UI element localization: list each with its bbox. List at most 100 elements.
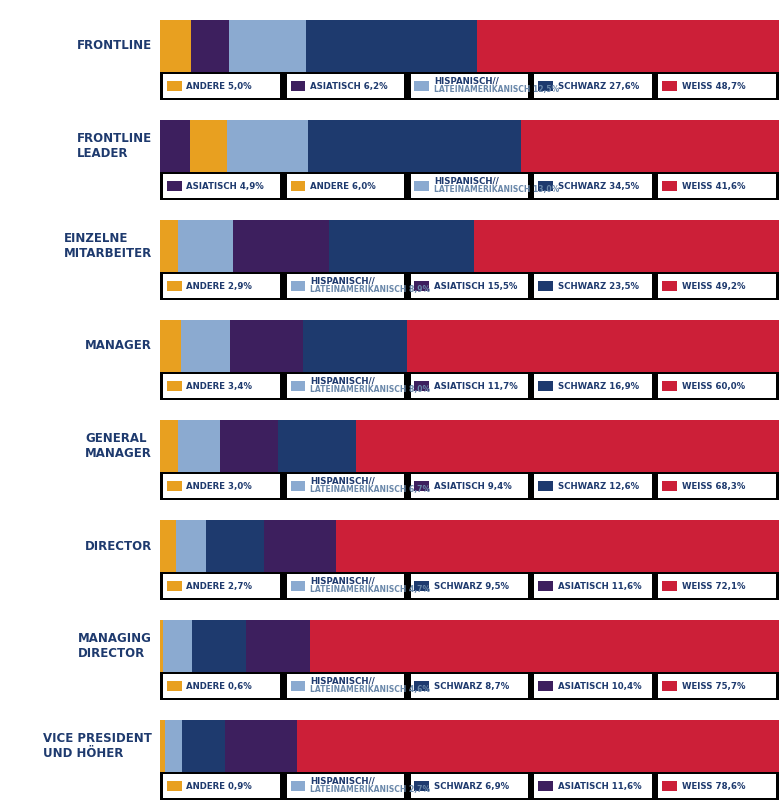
Bar xyxy=(287,174,404,198)
Bar xyxy=(538,581,553,591)
Bar xyxy=(534,774,652,798)
Bar xyxy=(160,720,779,800)
Text: ANDERE 3,4%: ANDERE 3,4% xyxy=(186,382,252,390)
Bar xyxy=(414,381,429,391)
Text: MANAGING
DIRECTOR: MANAGING DIRECTOR xyxy=(78,632,152,660)
Text: SCHWARZ 6,9%: SCHWARZ 6,9% xyxy=(434,782,509,790)
Bar xyxy=(160,20,779,100)
Bar xyxy=(414,581,429,591)
Bar xyxy=(220,420,278,472)
Bar xyxy=(163,474,280,498)
Text: HISPANISCH//: HISPANISCH// xyxy=(310,276,375,285)
Bar xyxy=(662,381,677,391)
Text: HISPANISCH//: HISPANISCH// xyxy=(434,76,499,85)
Bar xyxy=(291,581,305,591)
Text: SCHWARZ 27,6%: SCHWARZ 27,6% xyxy=(558,82,639,90)
Bar xyxy=(287,774,404,798)
Bar xyxy=(231,320,303,372)
Text: VICE PRESIDENT
UND HÖHER: VICE PRESIDENT UND HÖHER xyxy=(43,732,152,760)
Text: ASIATISCH 6,2%: ASIATISCH 6,2% xyxy=(310,82,388,90)
Bar xyxy=(478,20,779,72)
Bar xyxy=(287,474,404,498)
Bar xyxy=(538,281,553,291)
Bar xyxy=(521,120,779,172)
Text: ANDERE 0,6%: ANDERE 0,6% xyxy=(186,682,252,690)
Text: SCHWARZ 12,6%: SCHWARZ 12,6% xyxy=(558,482,639,490)
Bar xyxy=(178,220,233,272)
Bar xyxy=(160,620,779,700)
Bar xyxy=(411,174,528,198)
Text: DIRECTOR: DIRECTOR xyxy=(85,539,152,553)
Bar xyxy=(538,481,553,491)
Bar xyxy=(291,781,305,791)
Bar xyxy=(411,374,528,398)
Text: ASIATISCH 11,7%: ASIATISCH 11,7% xyxy=(434,382,518,390)
Bar xyxy=(160,520,176,572)
Bar xyxy=(538,781,553,791)
Text: HISPANISCH//: HISPANISCH// xyxy=(434,176,499,185)
Bar xyxy=(160,420,178,472)
Bar xyxy=(291,81,305,91)
Bar xyxy=(291,381,305,391)
Text: ASIATISCH 9,4%: ASIATISCH 9,4% xyxy=(434,482,512,490)
Bar xyxy=(662,81,677,91)
Bar xyxy=(160,320,181,372)
Bar xyxy=(163,74,280,98)
Bar xyxy=(662,781,677,791)
Bar xyxy=(163,274,280,298)
Bar xyxy=(167,81,182,91)
Bar xyxy=(190,120,227,172)
Bar xyxy=(411,74,528,98)
Bar xyxy=(534,274,652,298)
Bar xyxy=(160,720,165,772)
Bar xyxy=(163,674,280,698)
Bar xyxy=(414,681,429,691)
Text: SCHWARZ 16,9%: SCHWARZ 16,9% xyxy=(558,382,639,390)
Text: ANDERE 2,7%: ANDERE 2,7% xyxy=(186,582,252,590)
Bar xyxy=(414,781,429,791)
Text: EINZELNE
MITARBEITER: EINZELNE MITARBEITER xyxy=(64,232,152,260)
Text: ASIATISCH 4,9%: ASIATISCH 4,9% xyxy=(186,182,264,190)
Bar xyxy=(538,381,553,391)
Bar xyxy=(411,474,528,498)
Bar xyxy=(658,474,776,498)
Bar xyxy=(411,574,528,598)
Text: MANAGER: MANAGER xyxy=(85,339,152,353)
Bar xyxy=(163,174,280,198)
Bar xyxy=(662,281,677,291)
Text: ANDERE 6,0%: ANDERE 6,0% xyxy=(310,182,375,190)
Bar xyxy=(163,374,280,398)
Bar xyxy=(658,374,776,398)
Bar xyxy=(658,274,776,298)
Bar xyxy=(160,320,779,400)
Text: GENERAL
MANAGER: GENERAL MANAGER xyxy=(85,432,152,460)
Bar xyxy=(160,420,779,500)
Bar xyxy=(308,120,521,172)
Bar xyxy=(534,574,652,598)
Text: WEISS 68,3%: WEISS 68,3% xyxy=(682,482,745,490)
Bar xyxy=(411,274,528,298)
Text: WEISS 49,2%: WEISS 49,2% xyxy=(682,282,746,290)
Text: SCHWARZ 34,5%: SCHWARZ 34,5% xyxy=(558,182,639,190)
Text: LATEINAMERIKANISCH 6,7%: LATEINAMERIKANISCH 6,7% xyxy=(310,485,430,494)
Bar xyxy=(160,20,191,72)
Bar xyxy=(411,774,528,798)
Bar xyxy=(264,520,337,572)
Text: HISPANISCH//: HISPANISCH// xyxy=(310,676,375,685)
Bar xyxy=(306,20,478,72)
Text: WEISS 60,0%: WEISS 60,0% xyxy=(682,382,745,390)
Bar xyxy=(206,520,264,572)
Bar xyxy=(538,81,553,91)
Text: ANDERE 0,9%: ANDERE 0,9% xyxy=(186,782,252,790)
Bar xyxy=(165,720,182,772)
Bar xyxy=(182,720,224,772)
Text: LATEINAMERIKANISCH 8,0%: LATEINAMERIKANISCH 8,0% xyxy=(310,385,430,394)
Bar xyxy=(414,81,429,91)
Text: WEISS 72,1%: WEISS 72,1% xyxy=(682,582,746,590)
Text: LATEINAMERIKANISCH 2,7%: LATEINAMERIKANISCH 2,7% xyxy=(310,785,430,794)
Bar xyxy=(167,281,182,291)
Bar xyxy=(167,481,182,491)
Bar xyxy=(534,174,652,198)
Bar xyxy=(303,320,407,372)
Bar xyxy=(662,481,677,491)
